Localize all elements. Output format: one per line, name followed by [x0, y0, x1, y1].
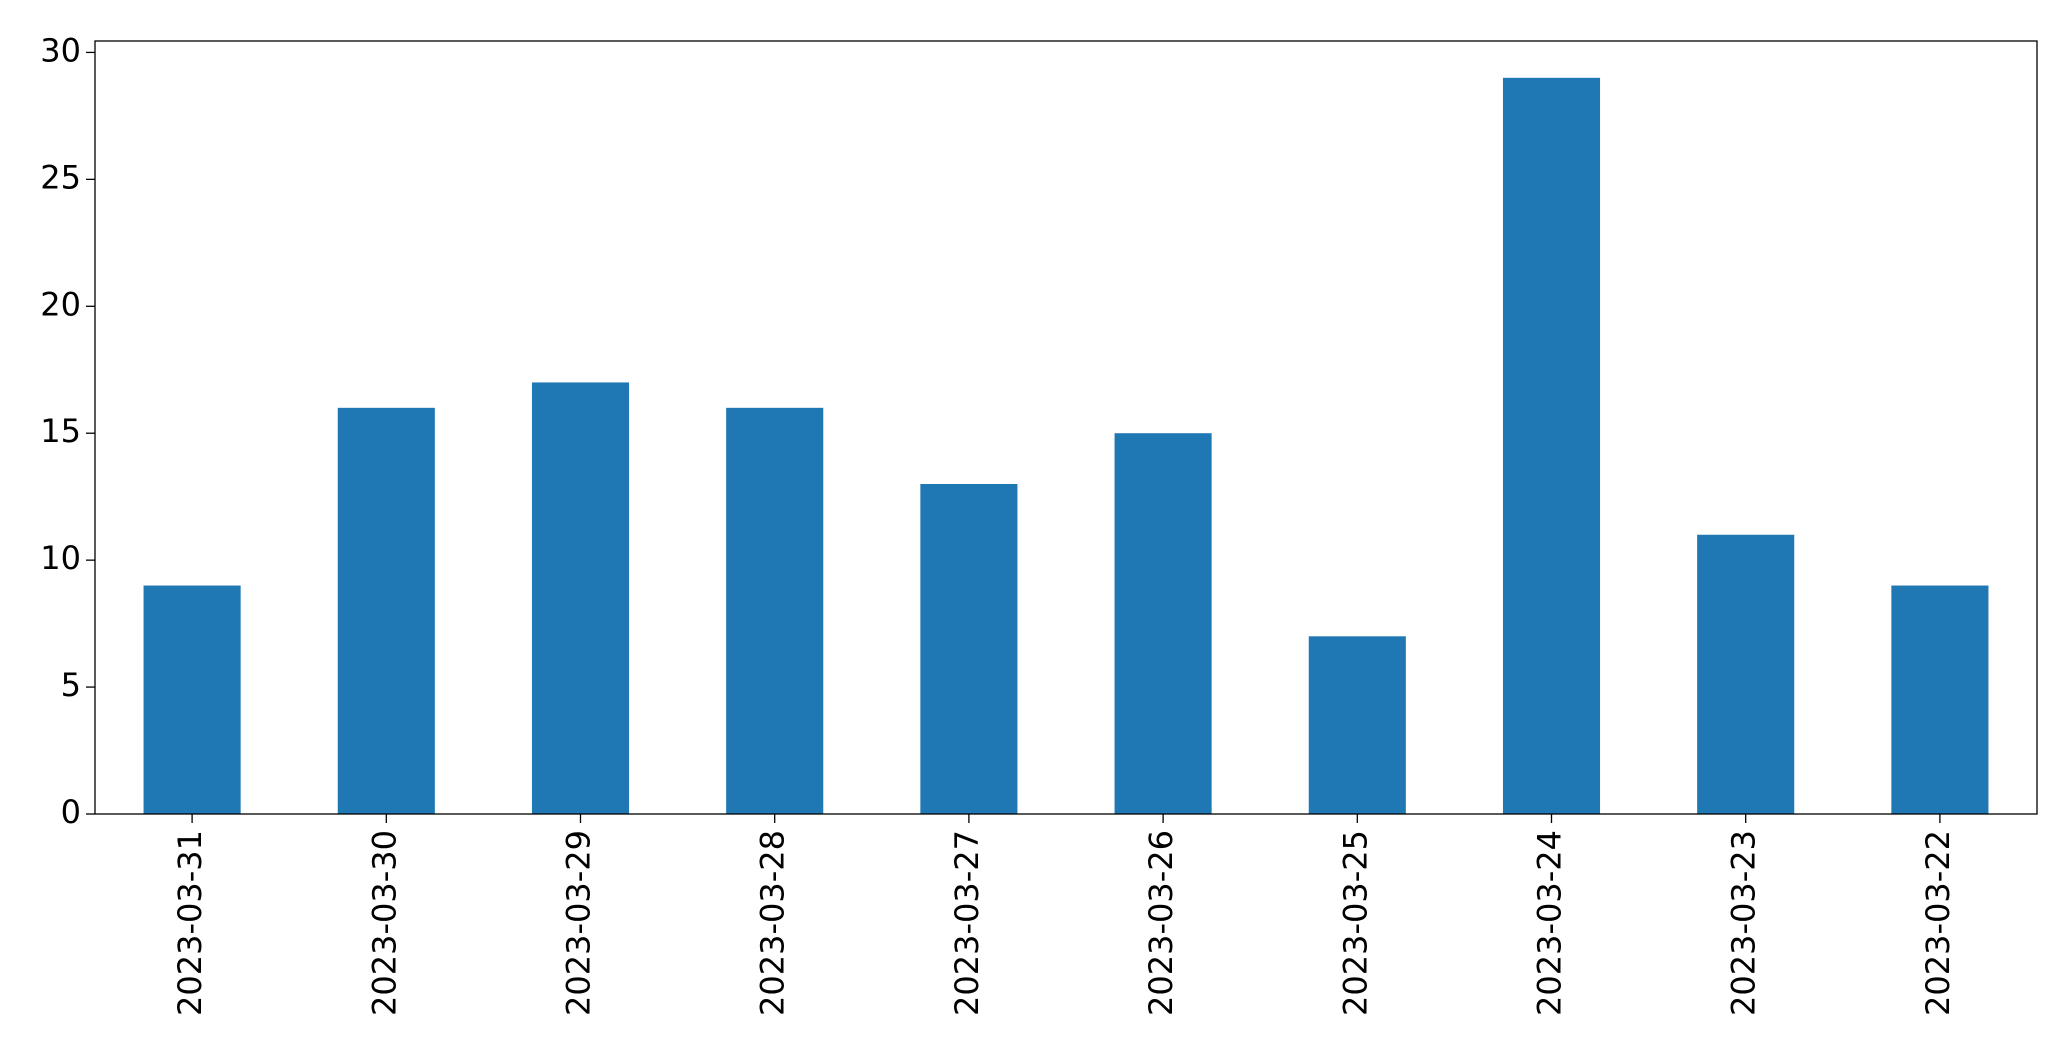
bar: [1697, 534, 1795, 814]
bar: [920, 483, 1018, 814]
y-tick-label: 25: [40, 158, 81, 196]
bar: [143, 585, 241, 814]
x-tick-label: 2023-03-27: [948, 830, 986, 1016]
y-tick-label: 20: [40, 285, 81, 323]
bar: [1114, 433, 1212, 814]
bar: [531, 382, 630, 814]
plot-frame: [94, 40, 2038, 815]
x-tick-label: 2023-03-28: [754, 830, 792, 1016]
x-tick-label: 2023-03-30: [365, 830, 403, 1016]
x-tick-label: 2023-03-23: [1725, 830, 1763, 1016]
bar: [1891, 585, 1989, 814]
x-tick-label: 2023-03-29: [560, 830, 598, 1016]
bar: [1308, 636, 1406, 814]
bar: [337, 407, 435, 814]
x-tick-label: 2023-03-26: [1142, 830, 1180, 1016]
y-tick-label: 15: [40, 412, 81, 450]
x-tick-label: 2023-03-25: [1336, 830, 1374, 1016]
y-tick-label: 10: [40, 539, 81, 577]
x-tick-label: 2023-03-22: [1919, 830, 1957, 1016]
bar: [1502, 77, 1601, 815]
y-tick-label: 5: [61, 666, 81, 704]
x-tick-label: 2023-03-24: [1531, 830, 1569, 1016]
bar: [726, 407, 824, 814]
y-tick-label: 0: [61, 793, 81, 831]
y-tick-label: 30: [40, 31, 81, 69]
x-tick-label: 2023-03-31: [171, 830, 209, 1016]
